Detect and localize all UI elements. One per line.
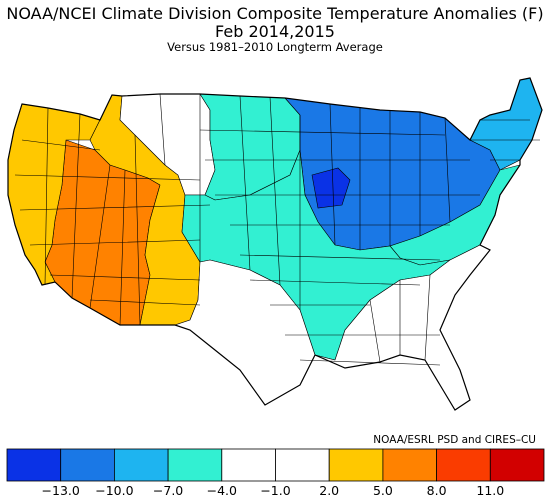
baseline-note: Versus 1981–2010 Longterm Average bbox=[167, 40, 383, 54]
legend-tick-label: 5.0 bbox=[373, 483, 393, 497]
us-outline bbox=[7, 77, 543, 411]
legend-tick-label: 8.0 bbox=[427, 483, 447, 497]
legend-tick-label: −7.0 bbox=[153, 483, 183, 497]
legend-tick-label: −13.0 bbox=[42, 483, 80, 497]
legend-swatch bbox=[114, 448, 169, 482]
legend-tick-label: 2.0 bbox=[319, 483, 339, 497]
legend-swatch bbox=[436, 448, 491, 482]
legend-swatch bbox=[6, 448, 62, 482]
division-borders bbox=[14, 93, 540, 366]
legend-tick-label: −10.0 bbox=[95, 483, 133, 497]
legend-tick-label: 11.0 bbox=[476, 483, 504, 497]
legend-swatch bbox=[60, 448, 115, 482]
legend-tick-label: −4.0 bbox=[207, 483, 237, 497]
legend-tick-label: −1.0 bbox=[260, 483, 290, 497]
legend-swatch bbox=[221, 448, 276, 482]
region-great-lakes-core bbox=[311, 167, 351, 209]
legend-swatch bbox=[382, 448, 437, 482]
map-title: NOAA/NCEI Climate Division Composite Tem… bbox=[6, 4, 544, 23]
map-subtitle: Feb 2014,2015 bbox=[215, 22, 335, 41]
legend-swatch bbox=[167, 448, 223, 482]
legend-swatch bbox=[489, 448, 545, 482]
legend-swatch bbox=[275, 448, 330, 482]
legend-swatch bbox=[328, 448, 384, 482]
credit-label: NOAA/ESRL PSD and CIRES–CU bbox=[373, 434, 536, 446]
